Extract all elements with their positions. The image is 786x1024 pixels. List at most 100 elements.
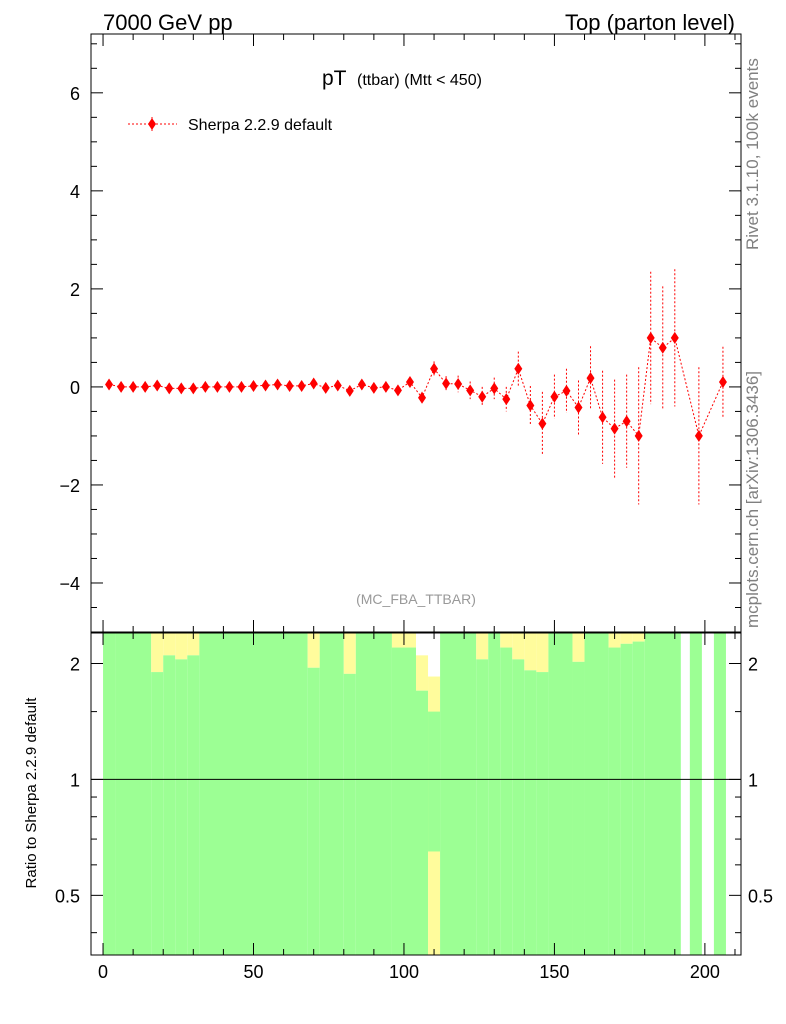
ratio-band-yellow	[512, 633, 525, 660]
ratio-band-green	[151, 672, 164, 955]
data-point	[718, 376, 727, 389]
data-point	[658, 341, 667, 354]
data-point	[622, 415, 631, 428]
y-tick-label: 4	[70, 182, 80, 202]
ratio-band-green	[572, 661, 585, 955]
ratio-band-green	[187, 655, 200, 955]
ratio-band-green	[440, 633, 477, 955]
ratio-band-green	[488, 633, 501, 955]
main-panel: −4 −2 0 2 4 6	[59, 33, 742, 633]
data-point	[502, 393, 511, 406]
rivet-label: Rivet 3.1.10, 100k events	[743, 58, 762, 250]
data-point	[550, 390, 559, 403]
ratio-y-tick-label-right: 0.5	[748, 886, 773, 906]
ratio-y-tick-label-right: 2	[748, 654, 758, 674]
data-point	[165, 382, 174, 395]
data-point	[526, 399, 535, 412]
ratio-band-green	[428, 711, 441, 852]
y-tick-label: 2	[70, 280, 80, 300]
ratio-y-tick-label-right: 1	[748, 770, 758, 790]
data-point	[694, 429, 703, 442]
data-point	[237, 380, 246, 393]
data-point	[381, 380, 390, 393]
data-point	[514, 362, 523, 375]
data-point	[430, 362, 439, 375]
ratio-band-green	[536, 672, 549, 955]
y-tick-label: 6	[70, 84, 80, 104]
ratio-band-green	[608, 647, 621, 955]
ratio-panel: 0 50 100 150 200 0.5 0.5 1 1 2 2	[55, 632, 773, 982]
ratio-band-green	[713, 633, 726, 955]
ratio-y-axis-label: Ratio to Sherpa 2.2.9 default	[23, 697, 40, 889]
y-tick-label: 0	[70, 378, 80, 398]
ratio-y-tick-label: 0.5	[55, 886, 80, 906]
data-point	[634, 429, 643, 442]
ratio-band-yellow	[632, 633, 645, 642]
ratio-band-green	[524, 670, 537, 955]
ratio-band-yellow	[608, 633, 621, 648]
ratio-band-green	[103, 633, 116, 955]
y-tick-label: −2	[59, 476, 80, 496]
data-point	[586, 372, 595, 385]
data-point	[285, 379, 294, 392]
ratio-band-green	[163, 655, 176, 955]
data-point	[153, 379, 162, 392]
data-point	[369, 381, 378, 394]
ratio-band-green	[632, 641, 645, 955]
ratio-frame	[90, 632, 742, 956]
legend: Sherpa 2.2.9 default	[128, 117, 333, 134]
x-tick-label: 150	[539, 962, 569, 982]
data-point	[213, 380, 222, 393]
data-point	[478, 390, 487, 403]
ratio-band-green	[512, 659, 525, 955]
data-point	[249, 379, 258, 392]
data-point	[129, 380, 138, 393]
chart-title-main: pT	[322, 67, 347, 90]
ratio-band-yellow	[343, 633, 356, 674]
mcplots-label: mcplots.cern.ch [arXiv:1306.3436]	[743, 371, 762, 628]
ratio-band-green	[355, 633, 392, 955]
data-point	[538, 417, 547, 430]
ratio-band-yellow	[163, 633, 176, 656]
ratio-band-green	[307, 667, 320, 955]
data-point	[261, 379, 270, 392]
header-right: Top (parton level)	[565, 10, 735, 35]
x-tick-label: 50	[243, 962, 263, 982]
data-point	[466, 384, 475, 397]
data-point	[321, 381, 330, 394]
ratio-band-green	[175, 659, 188, 955]
ratio-band-green	[319, 633, 344, 955]
chart-title-sub: (ttbar) (Mtt < 450)	[357, 72, 482, 89]
ratio-band-green	[500, 647, 513, 955]
ratio-band-green	[548, 633, 573, 955]
data-point	[297, 379, 306, 392]
data-point	[562, 384, 571, 397]
ratio-band-green	[343, 673, 356, 955]
ratio-band-green	[689, 633, 702, 955]
data-point	[490, 382, 499, 395]
data-point	[646, 331, 655, 344]
data-point	[442, 377, 451, 390]
ratio-band-green	[476, 659, 489, 955]
x-tick-label: 0	[98, 962, 108, 982]
ratio-band-yellow	[175, 633, 188, 660]
data-point	[610, 422, 619, 435]
data-point	[117, 380, 126, 393]
ratio-band-yellow	[620, 633, 633, 644]
main-frame	[90, 33, 742, 633]
ratio-band-yellow	[307, 633, 320, 668]
data-point	[357, 378, 366, 391]
data-point	[105, 378, 114, 391]
data-point	[393, 384, 402, 397]
ratio-band-yellow	[416, 655, 429, 691]
ratio-band-yellow	[476, 633, 489, 660]
ratio-band-green	[391, 647, 416, 955]
data-point	[454, 377, 463, 390]
ratio-band-yellow	[524, 633, 537, 671]
x-tick-label: 200	[690, 962, 720, 982]
data-point	[418, 391, 427, 404]
ratio-band-yellow	[187, 633, 200, 656]
ratio-band-yellow	[536, 633, 549, 673]
ratio-band-green	[644, 633, 681, 955]
